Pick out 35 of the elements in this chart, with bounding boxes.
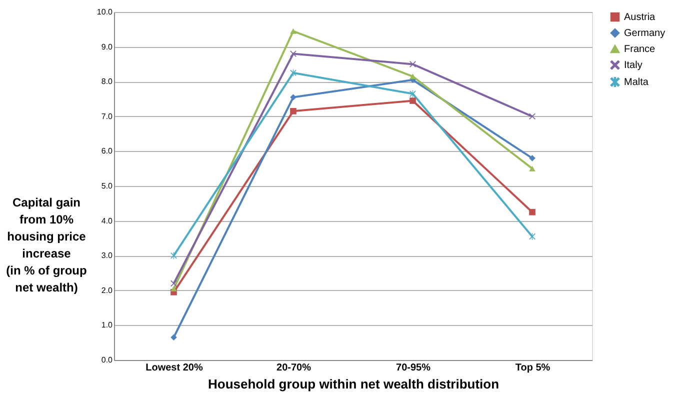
y-tick-label: 8.0 bbox=[101, 77, 114, 86]
point bbox=[290, 50, 296, 57]
y-tick-label: 7.0 bbox=[101, 112, 114, 121]
point bbox=[410, 98, 416, 104]
legend-label: Italy bbox=[624, 60, 642, 71]
x-tick-label: Lowest 20% bbox=[146, 362, 203, 374]
y-tick-label: 2.0 bbox=[101, 286, 114, 295]
legend-label: Austria bbox=[624, 12, 656, 23]
x-tick-label: 20-70% bbox=[276, 362, 312, 374]
y-tick-label: 5.0 bbox=[101, 182, 114, 190]
y-tick-label: 6.0 bbox=[101, 146, 114, 156]
point bbox=[529, 208, 536, 216]
x-tick-label: Top 5% bbox=[515, 362, 550, 374]
point bbox=[529, 155, 536, 162]
y-axis-title: Capital gain from 10% housing price increase (in % of group net wealth) bbox=[6, 196, 87, 294]
point bbox=[410, 90, 416, 98]
legend-label: Malta bbox=[624, 77, 649, 88]
y-tick-label: 9.0 bbox=[101, 42, 114, 52]
point bbox=[290, 28, 296, 34]
point bbox=[529, 166, 536, 172]
y-tick-label: 4.0 bbox=[101, 216, 114, 226]
y-tick-label: 3.0 bbox=[101, 251, 114, 260]
point bbox=[290, 94, 296, 100]
legend-label: France bbox=[624, 44, 656, 55]
legend-label: Germany bbox=[624, 28, 666, 39]
x-axis-title: Household group within net wealth distribution bbox=[208, 376, 500, 392]
point bbox=[410, 74, 416, 80]
y-tick-label: 1.0 bbox=[101, 320, 114, 330]
y-tick-label: 10.0 bbox=[96, 8, 114, 16]
point bbox=[410, 61, 416, 68]
x-tick-label: 70-95% bbox=[396, 362, 431, 374]
point bbox=[170, 286, 177, 292]
point bbox=[290, 108, 296, 114]
point bbox=[170, 334, 177, 341]
y-tick-label: 0.0 bbox=[101, 356, 114, 364]
